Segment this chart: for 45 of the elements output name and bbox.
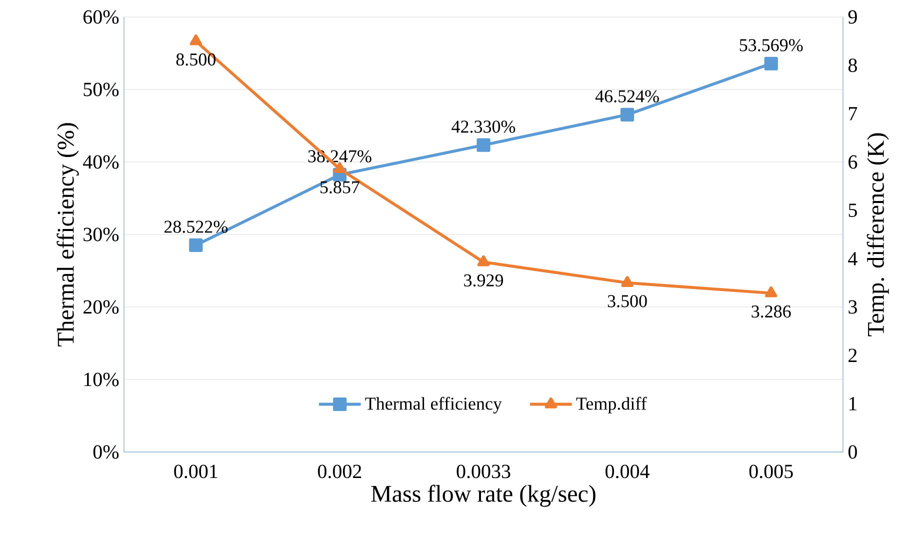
legend-label: Temp.diff xyxy=(576,396,647,414)
data-label: 5.857 xyxy=(320,181,360,194)
x-tick-label: 0.004 xyxy=(606,464,650,478)
point xyxy=(764,56,778,70)
point xyxy=(620,108,634,122)
data-label: 3.929 xyxy=(464,274,504,287)
point xyxy=(189,238,203,252)
y2-tick-label: 1 xyxy=(849,397,857,410)
y2-tick-label: 2 xyxy=(848,348,857,362)
y2-tick-label: 9 xyxy=(848,10,857,24)
data-label: 8.500 xyxy=(176,53,216,66)
point xyxy=(765,286,778,298)
data-label: 3.500 xyxy=(608,295,647,308)
data-label: 46.524% xyxy=(595,90,659,102)
y2-tick-label: 7 xyxy=(849,107,858,120)
y2-tick-label: 4 xyxy=(848,252,858,266)
point xyxy=(477,255,490,266)
y-tick-label: 40% xyxy=(83,155,119,169)
y-tick-label: 30% xyxy=(84,228,119,242)
y2-tick-label: 8 xyxy=(848,58,857,72)
y2-tick-label: 0 xyxy=(848,445,857,459)
y2-tick-label: 5 xyxy=(848,204,857,217)
x-tick-label: 0.005 xyxy=(749,464,793,478)
x-tick-label: 0.002 xyxy=(318,464,362,478)
x-tick-label: 0.0033 xyxy=(456,464,510,478)
y-axis-title: Thermal efficiency (%) xyxy=(56,123,79,346)
y-tick-label: 60% xyxy=(83,10,119,24)
point xyxy=(334,162,346,174)
point xyxy=(621,276,634,287)
y-tick-label: 50% xyxy=(84,82,119,96)
data-label: 28.522% xyxy=(164,220,228,233)
y2-axis-title: Temp. difference (K) xyxy=(866,133,889,336)
x-tick-label: 0.001 xyxy=(174,464,218,478)
data-label: 3.286 xyxy=(752,305,791,318)
legend-label: Thermal efficiency xyxy=(365,396,502,414)
y-tick-label: 0% xyxy=(93,445,119,459)
data-label: 53.569% xyxy=(740,39,803,52)
x-axis-title: Mass flow rate (kg/sec) xyxy=(371,484,596,507)
point xyxy=(476,138,490,152)
y2-tick-label: 3 xyxy=(848,300,857,314)
y2-tick-label: 6 xyxy=(848,155,858,169)
point xyxy=(190,34,202,46)
data-label: 42.330% xyxy=(452,120,516,133)
y-tick-label: 10% xyxy=(84,372,119,386)
y-tick-label: 20% xyxy=(84,300,119,314)
